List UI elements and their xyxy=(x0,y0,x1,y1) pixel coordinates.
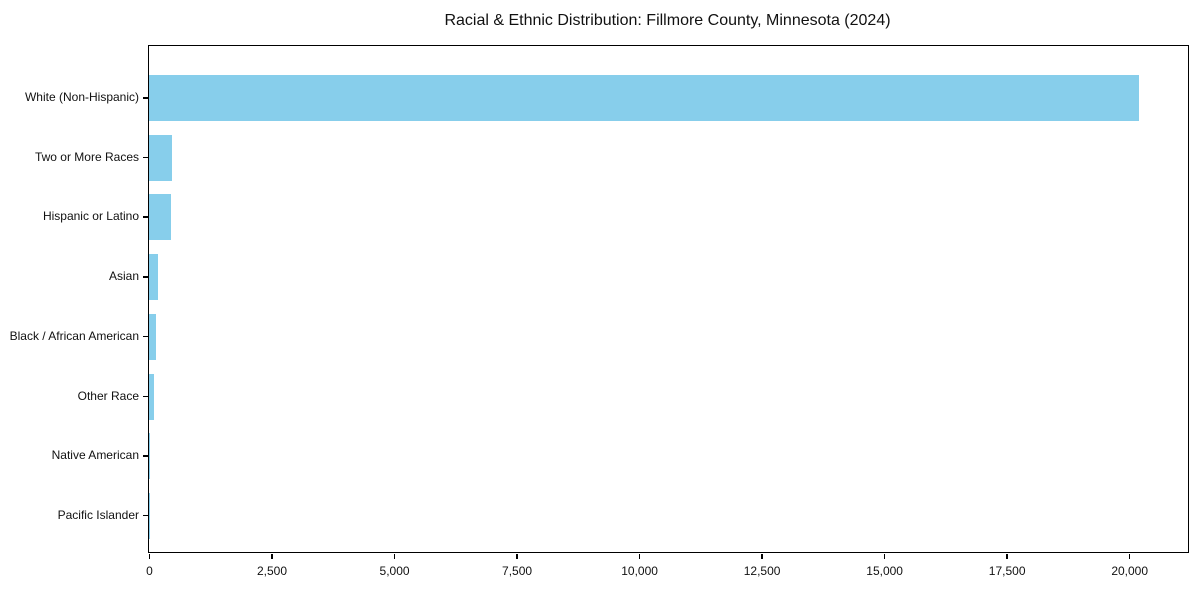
plot-area xyxy=(148,45,1189,553)
x-tick-mark xyxy=(393,554,396,559)
bar xyxy=(149,313,156,360)
bar xyxy=(149,134,172,181)
x-tick-mark xyxy=(1006,554,1008,559)
x-axis-tick-label: 10,000 xyxy=(621,564,658,578)
y-tick-mark xyxy=(143,395,148,397)
x-axis-tick-label: 7,500 xyxy=(502,564,533,578)
bar xyxy=(149,194,171,241)
y-axis-label: Other Race xyxy=(77,388,139,403)
x-axis-tick-label: 2,500 xyxy=(257,564,288,578)
x-axis-tick-label: 12,500 xyxy=(743,564,781,578)
x-tick-mark xyxy=(638,554,641,559)
y-axis-label: Black / African American xyxy=(9,328,139,343)
y-axis-label: Asian xyxy=(108,269,139,284)
x-tick-mark xyxy=(148,554,151,559)
x-tick-mark xyxy=(761,554,763,559)
bar xyxy=(149,254,158,301)
y-tick-mark xyxy=(143,335,148,338)
x-axis-tick-label: 17,500 xyxy=(988,564,1026,578)
y-tick-mark xyxy=(143,216,148,218)
y-axis-label: Hispanic or Latino xyxy=(42,209,139,224)
y-tick-mark xyxy=(143,276,148,278)
y-tick-mark xyxy=(143,514,148,517)
x-axis-tick-label: 0 xyxy=(146,564,153,578)
x-tick-mark xyxy=(883,554,886,559)
y-tick-mark xyxy=(143,455,148,457)
y-axis-label: Two or More Races xyxy=(34,149,139,164)
y-axis-label: Native American xyxy=(51,448,139,463)
y-tick-mark xyxy=(143,97,148,99)
y-tick-mark xyxy=(143,156,148,159)
x-tick-mark xyxy=(1128,554,1131,559)
x-axis-tick-label: 20,000 xyxy=(1111,564,1149,578)
y-axis-label: Pacific Islander xyxy=(57,507,139,522)
x-tick-mark xyxy=(271,554,273,559)
x-axis-tick-label: 5,000 xyxy=(379,564,410,578)
y-axis-label: White (Non-Hispanic) xyxy=(24,90,139,104)
x-axis-tick-label: 15,000 xyxy=(866,564,903,578)
x-tick-mark xyxy=(516,554,518,559)
bar xyxy=(149,373,154,420)
bar xyxy=(149,75,1139,121)
chart-title: Racial & Ethnic Distribution: Fillmore C… xyxy=(444,12,891,29)
